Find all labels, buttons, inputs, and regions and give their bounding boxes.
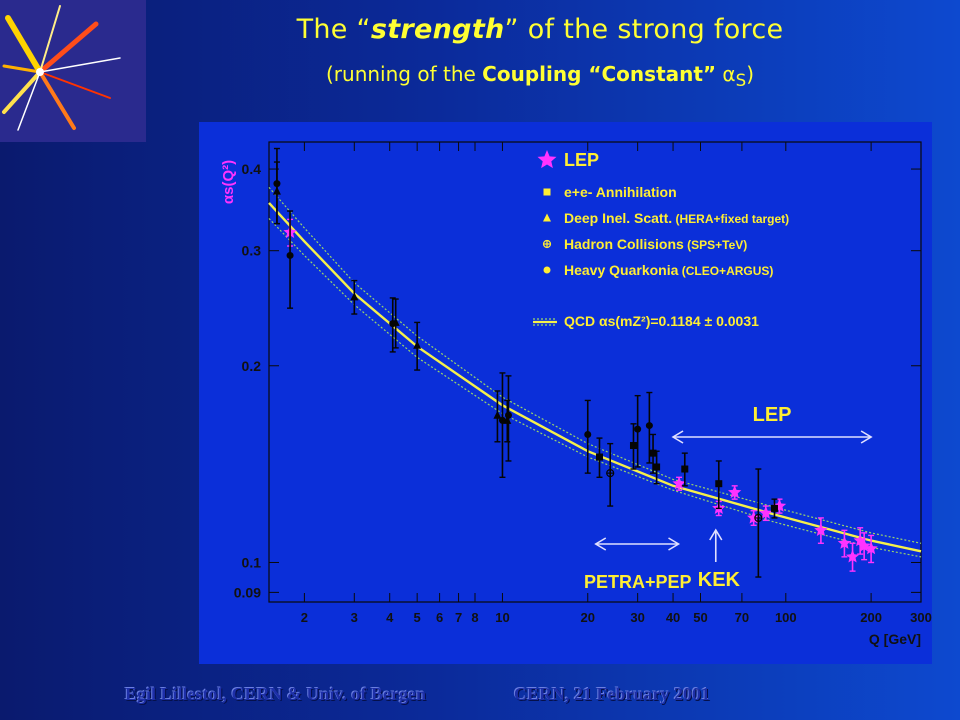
kek-arrow-head bbox=[709, 528, 723, 541]
slide-subtitle: (running of the Coupling “Constant” αS) bbox=[326, 62, 754, 90]
footer-date: CERN, 21 February 2001 bbox=[514, 684, 710, 704]
lep-point bbox=[814, 523, 828, 536]
x-tick-label: 20 bbox=[581, 610, 595, 625]
legend-note: (SPS+TeV) bbox=[684, 238, 747, 252]
y-tick-label: 0.4 bbox=[242, 161, 262, 177]
e-e-annihilation-point bbox=[595, 453, 603, 461]
x-tick-label: 100 bbox=[775, 610, 797, 625]
heavy-quarkonia-point bbox=[504, 411, 512, 419]
legend-marker-triangle bbox=[543, 213, 551, 222]
x-tick-label: 200 bbox=[860, 610, 882, 625]
hadron-collisions-point bbox=[754, 513, 763, 523]
petra-pep-label: PETRA+PEP bbox=[584, 572, 692, 592]
lep-point bbox=[845, 549, 860, 563]
x-tick-label: 6 bbox=[436, 610, 443, 625]
deep-inel-scatt-point bbox=[413, 340, 422, 349]
x-tick-label: 4 bbox=[386, 610, 394, 625]
e-e-annihilation-point bbox=[653, 463, 661, 471]
heavy-quarkonia-point bbox=[584, 430, 592, 438]
legend-marker-star bbox=[537, 150, 557, 169]
marker-cross-lines bbox=[543, 240, 551, 248]
lep-point bbox=[747, 510, 761, 524]
e-e-annihilation-point bbox=[770, 504, 778, 512]
legend-marker-square bbox=[543, 188, 551, 196]
heavy-quarkonia-point bbox=[645, 422, 653, 430]
y-tick-label: 0.09 bbox=[234, 584, 261, 600]
legend-label: Deep Inel. Scatt. (HERA+fixed target) bbox=[564, 210, 789, 226]
x-tick-label: 2 bbox=[301, 610, 308, 625]
qcd-band-upper bbox=[268, 187, 922, 544]
lep-point bbox=[759, 506, 773, 519]
lep-point bbox=[864, 541, 878, 555]
marker-cross-lines bbox=[606, 469, 614, 477]
plot-frame bbox=[268, 141, 922, 603]
y-tick-label: 0.3 bbox=[242, 243, 262, 259]
lep-range-label: LEP bbox=[753, 404, 792, 426]
y-tick-label: 0.2 bbox=[242, 358, 262, 374]
legend-label: LEP bbox=[564, 150, 599, 170]
legend-marker-circle bbox=[543, 266, 551, 274]
y-tick-label: 0.1 bbox=[242, 554, 262, 570]
x-tick-label: 10 bbox=[495, 610, 509, 625]
e-e-annihilation-point bbox=[715, 480, 723, 488]
heavy-quarkonia-point bbox=[498, 416, 506, 424]
heavy-quarkonia-point bbox=[389, 320, 397, 328]
legend-marker-cross bbox=[542, 239, 552, 249]
e-e-annihilation-point bbox=[681, 465, 689, 473]
e-e-annihilation-point bbox=[649, 449, 657, 457]
x-tick-label: 40 bbox=[666, 610, 680, 625]
lep-point bbox=[728, 485, 742, 499]
x-tick-label: 300 bbox=[910, 610, 932, 625]
alpha-s-running-chart: 2 3 4 5 6 7 8 10 20 30 40 50 70 100 200 300 0.09 0.1 0.2 0.… bbox=[199, 122, 932, 664]
legend-label: QCD αs(mZ²)=0.1184 ± 0.0031 bbox=[564, 313, 759, 329]
chart-svg: 2 3 4 5 6 7 8 10 20 30 40 50 70 100 200 300 0.09 0.1 0.2 0.… bbox=[199, 122, 932, 664]
footer-author: Egil Lillestol, CERN & Univ. of Bergen bbox=[125, 684, 426, 704]
particle-collision-logo bbox=[0, 0, 146, 142]
heavy-quarkonia-point bbox=[634, 425, 642, 433]
petra-pep-range-arrow-head-right bbox=[668, 537, 681, 551]
lep-range-arrow-head-left bbox=[671, 430, 684, 444]
x-tick-label: 50 bbox=[693, 610, 707, 625]
x-tick-label: 8 bbox=[471, 610, 478, 625]
heavy-quarkonia-point bbox=[273, 180, 281, 188]
x-tick-label: 70 bbox=[735, 610, 749, 625]
legend-label: e+e- Annihilation bbox=[564, 184, 677, 200]
petra-pep-range-arrow-head-left bbox=[594, 537, 607, 551]
legend-label: Hadron Collisions (SPS+TeV) bbox=[564, 236, 747, 252]
slide-title: The “strength” of the strong force bbox=[296, 14, 784, 45]
legend-note: (HERA+fixed target) bbox=[672, 212, 789, 226]
lep-point bbox=[837, 536, 852, 549]
x-tick-label: 7 bbox=[455, 610, 462, 625]
qcd-band-lower bbox=[268, 218, 922, 558]
x-tick-label: 5 bbox=[414, 610, 421, 625]
x-axis-label: Q [GeV] bbox=[869, 631, 921, 647]
marker-cross-lines bbox=[754, 514, 762, 522]
chart-panel bbox=[199, 122, 932, 664]
y-axis-label: αs(Q²) bbox=[220, 160, 237, 204]
x-tick-label: 3 bbox=[351, 610, 358, 625]
e-e-annihilation-point bbox=[629, 442, 637, 450]
legend-label: Heavy Quarkonia (CLEO+ARGUS) bbox=[564, 262, 773, 278]
hadron-collisions-point bbox=[606, 469, 615, 478]
x-tick-label: 30 bbox=[630, 610, 644, 625]
lep-range-arrow-head-right bbox=[860, 430, 873, 444]
deep-inel-scatt-point bbox=[493, 410, 502, 419]
legend-note: (CLEO+ARGUS) bbox=[678, 264, 773, 278]
deep-inel-scatt-point bbox=[350, 292, 359, 301]
heavy-quarkonia-point bbox=[286, 251, 294, 259]
kek-label: KEK bbox=[698, 569, 741, 591]
qcd-curve bbox=[268, 202, 922, 553]
